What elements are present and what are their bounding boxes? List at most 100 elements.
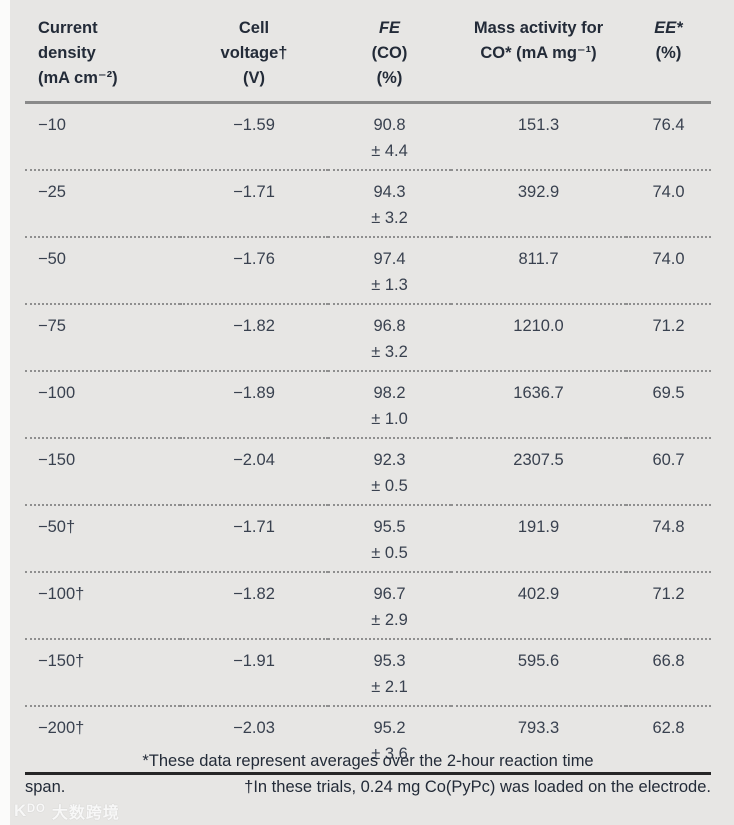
cell-current-density: −75 [25, 304, 180, 372]
cell-cell-voltage: −1.76 [180, 237, 328, 305]
watermark-logo-icon: Kᴰᴼ [14, 801, 46, 820]
fe-value: 95.2 [373, 719, 406, 737]
cell-voltage-value: −2.03 [233, 719, 275, 737]
cell-voltage-value: −1.71 [233, 518, 275, 536]
cell-current-density: −150† [25, 639, 180, 707]
fe-value: 95.5 [373, 518, 406, 536]
mass-activity-value: 191.9 [517, 518, 560, 536]
current-density-value: −25 [38, 183, 66, 201]
current-density-value: −10 [38, 116, 66, 134]
cell-fe: 95.3 ± 2.1 [328, 639, 451, 707]
cell-ee: 62.8 [626, 706, 711, 775]
fe-error-value: ± 3.6 [371, 745, 408, 763]
table-row: −150† −1.91 95.3 ± 2.1 595.6 66.8 [25, 639, 711, 707]
current-density-value: −75 [38, 317, 66, 335]
fe-error-value: ± 2.9 [371, 611, 408, 629]
fe-error-value: ± 2.1 [371, 678, 408, 696]
fe-error-value: ± 1.0 [371, 410, 408, 428]
cell-fe: 96.7 ± 2.9 [328, 572, 451, 640]
cell-mass-activity: 811.7 [451, 237, 626, 305]
mass-activity-value: 151.3 [517, 116, 560, 134]
cell-cell-voltage: −1.59 [180, 102, 328, 171]
header-line: FE [378, 19, 401, 37]
cell-mass-activity: 2307.5 [451, 438, 626, 506]
current-density-value: −100 [38, 384, 76, 402]
cell-fe: 98.2 ± 1.0 [328, 371, 451, 439]
col-header-fe-co: FE (CO) (%) [328, 10, 451, 104]
table-row: −100† −1.82 96.7 ± 2.9 402.9 71.2 [25, 572, 711, 640]
footnote-line-2-left: span. [25, 778, 66, 796]
cell-ee: 74.0 [626, 170, 711, 238]
cell-cell-voltage: −1.82 [180, 304, 328, 372]
table-body: −10 −1.59 90.8 ± 4.4 151.3 76.4 −25 −1.7… [25, 102, 711, 775]
cell-cell-voltage: −1.71 [180, 170, 328, 238]
cell-cell-voltage: −1.91 [180, 639, 328, 707]
header-line: (%) [376, 69, 403, 87]
current-density-value: −50 [38, 250, 66, 268]
watermark-text: 大数跨境 [51, 805, 120, 822]
cell-voltage-value: −1.89 [233, 384, 275, 402]
table-row: −50† −1.71 95.5 ± 0.5 191.9 74.8 [25, 505, 711, 573]
header-line: EE* [654, 19, 683, 37]
cell-current-density: −100† [25, 572, 180, 640]
footnote-line-2: span. †In these trials, 0.24 mg Co(PyPc)… [25, 774, 711, 800]
header-line: Cell [238, 19, 270, 37]
fe-error-value: ± 3.2 [371, 343, 408, 361]
col-header-ee: EE* (%) [626, 10, 711, 104]
cell-cell-voltage: −1.89 [180, 371, 328, 439]
header-line: (V) [243, 69, 265, 87]
cell-voltage-value: −2.04 [233, 451, 275, 469]
fe-value: 96.8 [373, 317, 406, 335]
ee-value: 69.5 [652, 384, 685, 402]
table-panel: Current density (mA cm⁻²) Cell voltage† … [10, 0, 734, 825]
fe-value: 92.3 [373, 451, 406, 469]
cell-fe: 90.8 ± 4.4 [328, 102, 451, 171]
fe-value: 95.3 [373, 652, 406, 670]
results-table: Current density (mA cm⁻²) Cell voltage† … [25, 10, 711, 775]
cell-voltage-value: −1.76 [233, 250, 275, 268]
cell-ee: 60.7 [626, 438, 711, 506]
header-line: Current [38, 19, 98, 37]
cell-voltage-value: −1.91 [233, 652, 275, 670]
cell-mass-activity: 402.9 [451, 572, 626, 640]
cell-voltage-value: −1.59 [233, 116, 275, 134]
cell-mass-activity: 793.3 [451, 706, 626, 775]
header-line: (%) [655, 44, 682, 62]
header-line: (CO) [371, 44, 408, 62]
fe-error-value: ± 0.5 [371, 544, 408, 562]
header-line: density [38, 44, 96, 62]
cell-mass-activity: 392.9 [451, 170, 626, 238]
table-header: Current density (mA cm⁻²) Cell voltage† … [25, 10, 711, 104]
fe-error-value: ± 0.5 [371, 477, 408, 495]
table-row: −50 −1.76 97.4 ± 1.3 811.7 74.0 [25, 237, 711, 305]
table-row: −10 −1.59 90.8 ± 4.4 151.3 76.4 [25, 102, 711, 171]
cell-current-density: −10 [25, 102, 180, 171]
header-line: voltage† [220, 44, 288, 62]
cell-ee: 74.0 [626, 237, 711, 305]
table-row: −25 −1.71 94.3 ± 3.2 392.9 74.0 [25, 170, 711, 238]
cell-current-density: −200† [25, 706, 180, 775]
ee-value: 71.2 [652, 317, 685, 335]
cell-fe: 95.5 ± 0.5 [328, 505, 451, 573]
table-row: −200† −2.03 95.2 ± 3.6 793.3 62.8 [25, 706, 711, 775]
cell-voltage-value: −1.71 [233, 183, 275, 201]
ee-value: 74.8 [652, 518, 685, 536]
header-line: Mass activity for [473, 19, 604, 37]
cell-ee: 74.8 [626, 505, 711, 573]
ee-value: 60.7 [652, 451, 685, 469]
fe-error-value: ± 3.2 [371, 209, 408, 227]
col-header-current-density: Current density (mA cm⁻²) [25, 10, 180, 104]
footnote-line-1: *These data represent averages over the … [142, 752, 594, 770]
cell-ee: 71.2 [626, 304, 711, 372]
ee-value: 66.8 [652, 652, 685, 670]
cell-current-density: −25 [25, 170, 180, 238]
footnote-line-2-right: †In these trials, 0.24 mg Co(PyPc) was l… [244, 778, 711, 796]
cell-voltage-value: −1.82 [233, 585, 275, 603]
cell-ee: 66.8 [626, 639, 711, 707]
mass-activity-value: 793.3 [517, 719, 560, 737]
cell-mass-activity: 151.3 [451, 102, 626, 171]
cell-cell-voltage: −1.71 [180, 505, 328, 573]
fe-value: 90.8 [373, 116, 406, 134]
ee-value: 71.2 [652, 585, 685, 603]
